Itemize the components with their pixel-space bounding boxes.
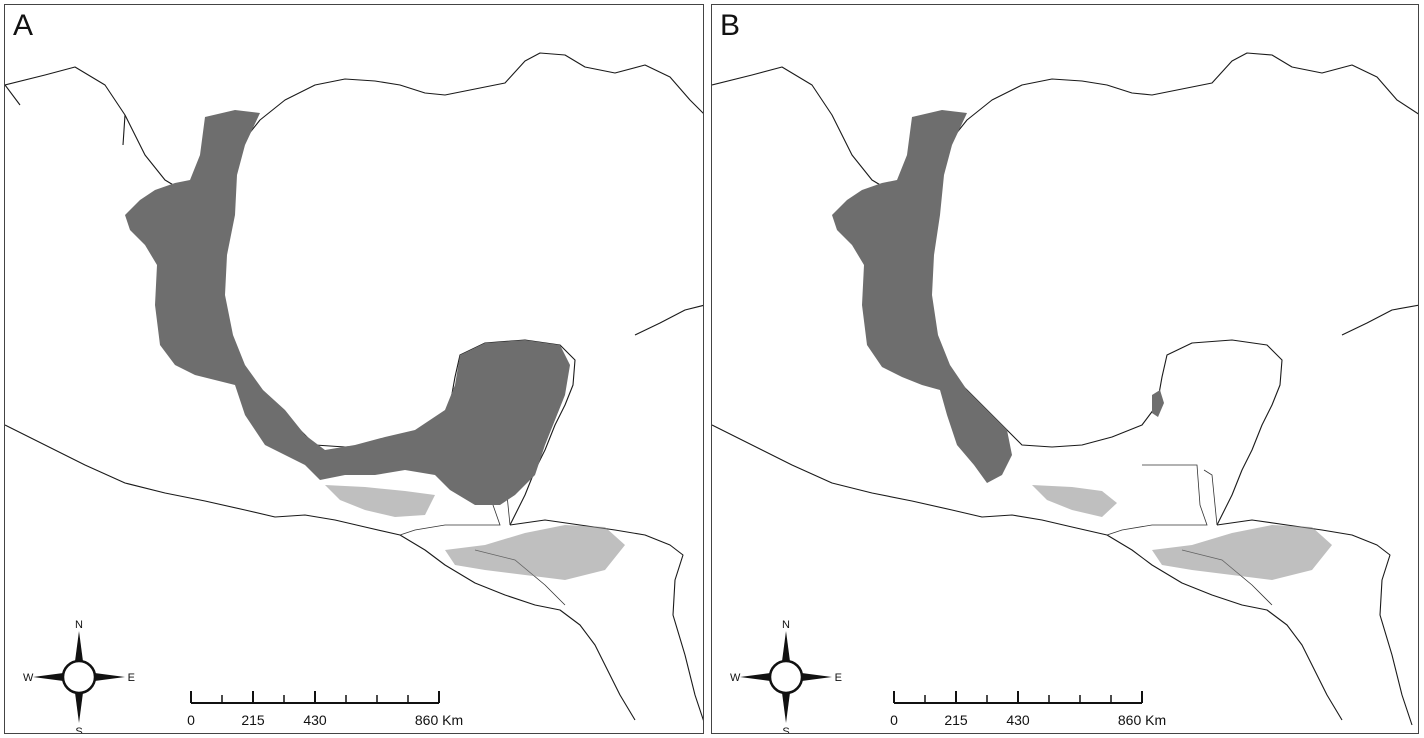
map-b <box>712 52 1418 726</box>
distribution-chiapas <box>1032 485 1117 517</box>
panel-letter-a: A <box>13 9 34 42</box>
gulf-coastline <box>5 52 703 236</box>
caribbean-coast <box>1216 519 1413 726</box>
caribbean-coast <box>509 519 703 721</box>
distribution-central-america <box>1152 525 1332 580</box>
scale-label-860: 860 Km <box>415 712 463 728</box>
compass-rose-b: N S W E <box>730 619 842 734</box>
panel-letter-b: B <box>720 9 741 42</box>
compass-w-label: W <box>730 672 741 684</box>
yucatan-coastline <box>925 234 1283 526</box>
scale-label-430: 430 <box>303 712 327 728</box>
compass-n-label: N <box>782 619 790 631</box>
map-panel-a: A N S W E 0 215 430 <box>4 4 704 734</box>
scale-bar-b: 0 215 430 860 Km <box>890 691 1166 728</box>
scale-label-215: 215 <box>241 712 265 728</box>
scale-label-430: 430 <box>1006 712 1030 728</box>
scale-label-0: 0 <box>890 712 898 728</box>
compass-w-label: W <box>23 672 34 684</box>
compass-e-label: E <box>128 672 135 684</box>
distribution-yucatan-patch <box>1152 390 1164 417</box>
distribution-chiapas <box>325 485 435 517</box>
compass-n-label: N <box>75 619 83 631</box>
map-a <box>5 52 703 721</box>
scale-bar-a: 0 215 430 860 Km <box>187 691 463 728</box>
cuba-coast <box>1341 304 1418 336</box>
compass-s-label: S <box>75 726 82 734</box>
cuba-coast <box>634 304 703 336</box>
compass-s-label: S <box>782 726 789 734</box>
compass-e-label: E <box>835 672 842 684</box>
distribution-mexico-gulf <box>832 110 1012 483</box>
distribution-mexico-gulf <box>125 110 570 505</box>
map-panel-b: B N S W E 0 215 430 <box>711 4 1419 734</box>
scale-label-860: 860 Km <box>1118 712 1166 728</box>
scale-label-0: 0 <box>187 712 195 728</box>
guatemala-border <box>1106 464 1218 536</box>
distribution-central-america <box>445 525 625 580</box>
west-coast <box>5 84 126 146</box>
gulf-coastline <box>712 52 1418 236</box>
compass-rose-a: N S W E <box>23 619 135 734</box>
scale-label-215: 215 <box>944 712 968 728</box>
